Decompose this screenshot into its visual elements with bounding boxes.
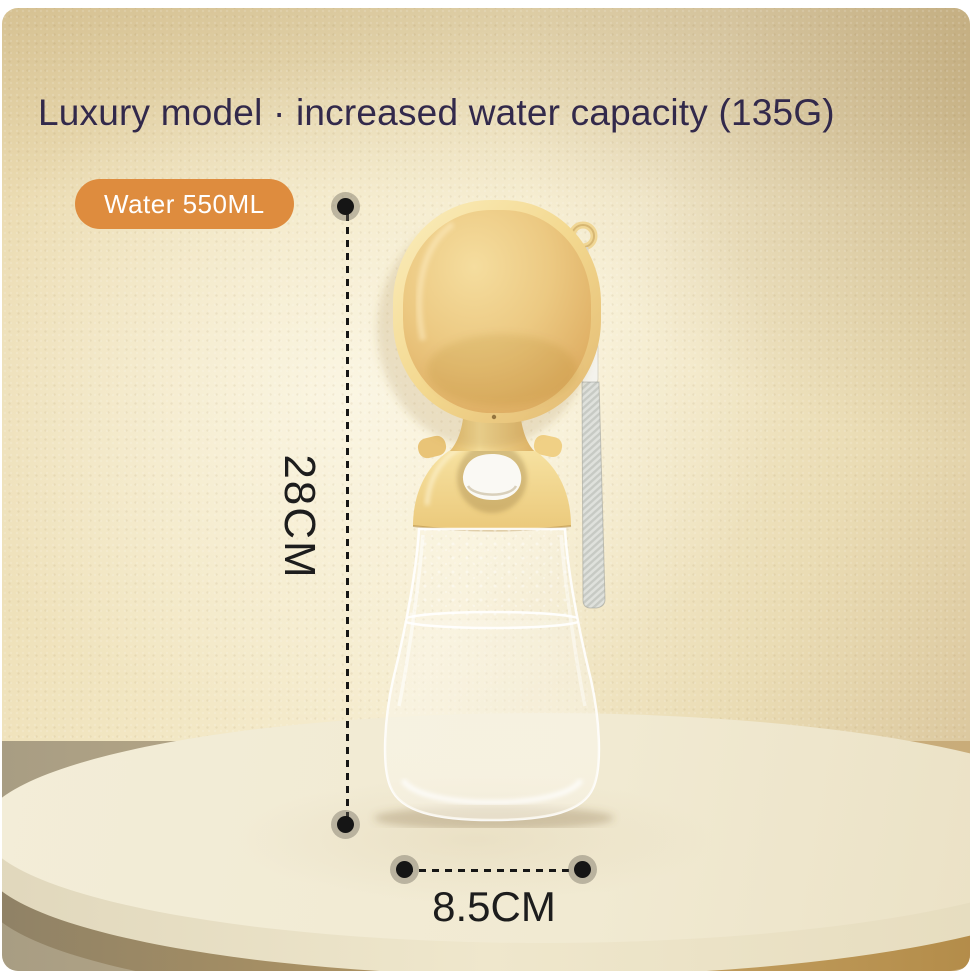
height-dimension-line — [346, 214, 349, 818]
width-dimension-label: 8.5CM — [432, 883, 556, 930]
water-body — [385, 620, 599, 820]
cap-ears — [417, 434, 563, 459]
height-dimension-dot-bottom — [337, 816, 354, 833]
height-dimension-label: 28CM — [275, 454, 324, 580]
strap-band — [581, 381, 606, 609]
width-dimension-dot-right — [574, 861, 591, 878]
cap-push-button — [462, 454, 522, 500]
bottle-contents — [385, 530, 599, 820]
width-dimension-dot-left — [396, 861, 413, 878]
width-dimension-line — [406, 869, 580, 872]
water-surface-line — [401, 610, 583, 630]
product-photo-card: 28CM 8.5CM Luxury model · increased wate… — [2, 8, 970, 971]
headline-text: Luxury model · increased water capacity … — [38, 92, 835, 133]
pet-water-bottle — [374, 200, 614, 828]
water-capacity-badge: Water 550ML — [75, 179, 294, 229]
height-dimension-dot-top — [337, 198, 354, 215]
